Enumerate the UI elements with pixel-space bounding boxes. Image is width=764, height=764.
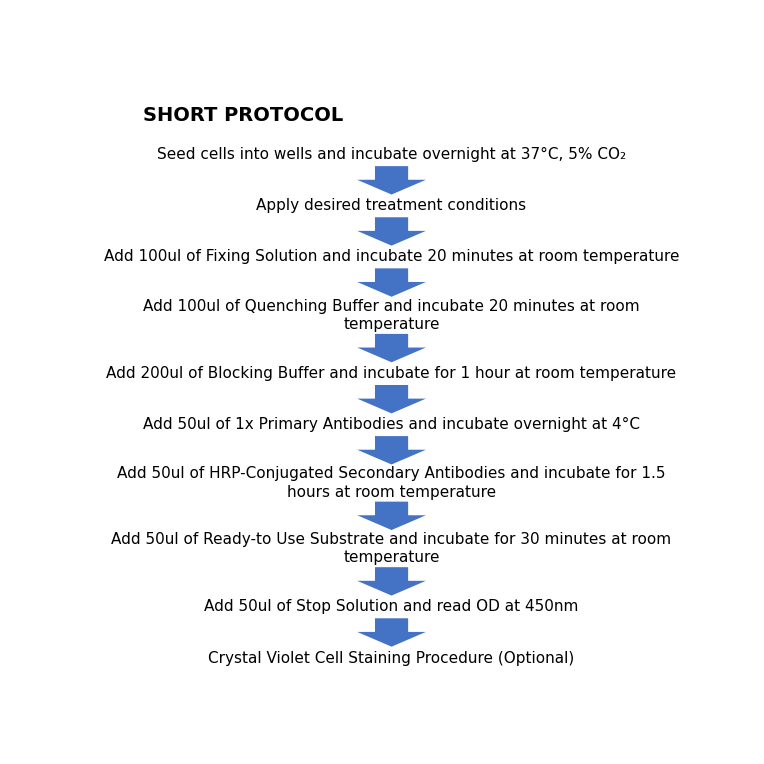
Text: Add 50ul of HRP-Conjugated Secondary Antibodies and incubate for 1.5
hours at ro: Add 50ul of HRP-Conjugated Secondary Ant…: [118, 466, 665, 500]
Polygon shape: [358, 268, 426, 296]
Text: Add 100ul of Fixing Solution and incubate 20 minutes at room temperature: Add 100ul of Fixing Solution and incubat…: [104, 250, 679, 264]
Polygon shape: [358, 385, 426, 413]
Text: Crystal Violet Cell Staining Procedure (Optional): Crystal Violet Cell Staining Procedure (…: [209, 650, 575, 665]
Text: Add 50ul of Ready-to Use Substrate and incubate for 30 minutes at room
temperatu: Add 50ul of Ready-to Use Substrate and i…: [112, 532, 672, 565]
Polygon shape: [358, 502, 426, 530]
Polygon shape: [358, 334, 426, 362]
Polygon shape: [358, 217, 426, 246]
Polygon shape: [358, 166, 426, 195]
Text: Add 50ul of Stop Solution and read OD at 450nm: Add 50ul of Stop Solution and read OD at…: [204, 600, 579, 614]
Text: SHORT PROTOCOL: SHORT PROTOCOL: [143, 106, 343, 125]
Text: Seed cells into wells and incubate overnight at 37°C, 5% CO₂: Seed cells into wells and incubate overn…: [157, 147, 626, 162]
Text: Add 50ul of 1x Primary Antibodies and incubate overnight at 4°C: Add 50ul of 1x Primary Antibodies and in…: [143, 417, 640, 432]
Polygon shape: [358, 618, 426, 646]
Text: Add 100ul of Quenching Buffer and incubate 20 minutes at room
temperature: Add 100ul of Quenching Buffer and incuba…: [143, 299, 640, 332]
Polygon shape: [358, 436, 426, 465]
Polygon shape: [358, 567, 426, 596]
Text: Add 200ul of Blocking Buffer and incubate for 1 hour at room temperature: Add 200ul of Blocking Buffer and incubat…: [106, 366, 677, 381]
Text: Apply desired treatment conditions: Apply desired treatment conditions: [257, 199, 526, 213]
